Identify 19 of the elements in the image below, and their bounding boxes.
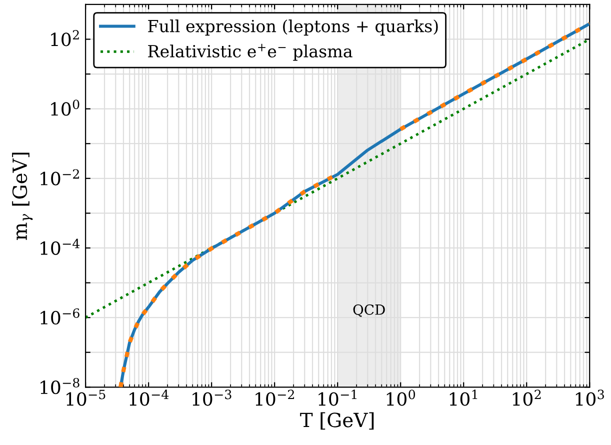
y-tick-label: 10$^{−6}$ xyxy=(40,308,80,325)
y-tick-label: 10$^{−2}$ xyxy=(40,169,79,186)
x-tick-label: 10$^{−5}$ xyxy=(66,390,106,406)
x-tick-label: 10$^{2}$ xyxy=(512,390,541,406)
x-tick-label: 10$^{−4}$ xyxy=(130,390,169,406)
x-tick-label: 10$^{3}$ xyxy=(576,390,604,406)
legend-label: Relativistic e$^{+}$e$^{−}$ plasma xyxy=(148,44,352,61)
x-tick-label: 10$^{−2}$ xyxy=(256,390,294,406)
x-tick-label: 10$^{−3}$ xyxy=(192,390,232,406)
legend-label: Full expression (leptons + quarks) xyxy=(148,19,438,36)
y-tick-label: 10$^{−4}$ xyxy=(40,238,80,255)
x-tick-label: 10$^{1}$ xyxy=(450,390,478,406)
x-tick-label: 10$^{0}$ xyxy=(386,390,416,406)
y-tick-label: 10$^{0}$ xyxy=(51,100,80,116)
x-tick-label: 10$^{−1}$ xyxy=(318,390,356,406)
y-axis-title: m$_{γ}$ [GeV] xyxy=(12,152,33,240)
x-axis-title: T [GeV] xyxy=(300,412,374,430)
band-label: QCD xyxy=(353,304,385,317)
y-tick-label: 10$^{2}$ xyxy=(51,30,79,46)
